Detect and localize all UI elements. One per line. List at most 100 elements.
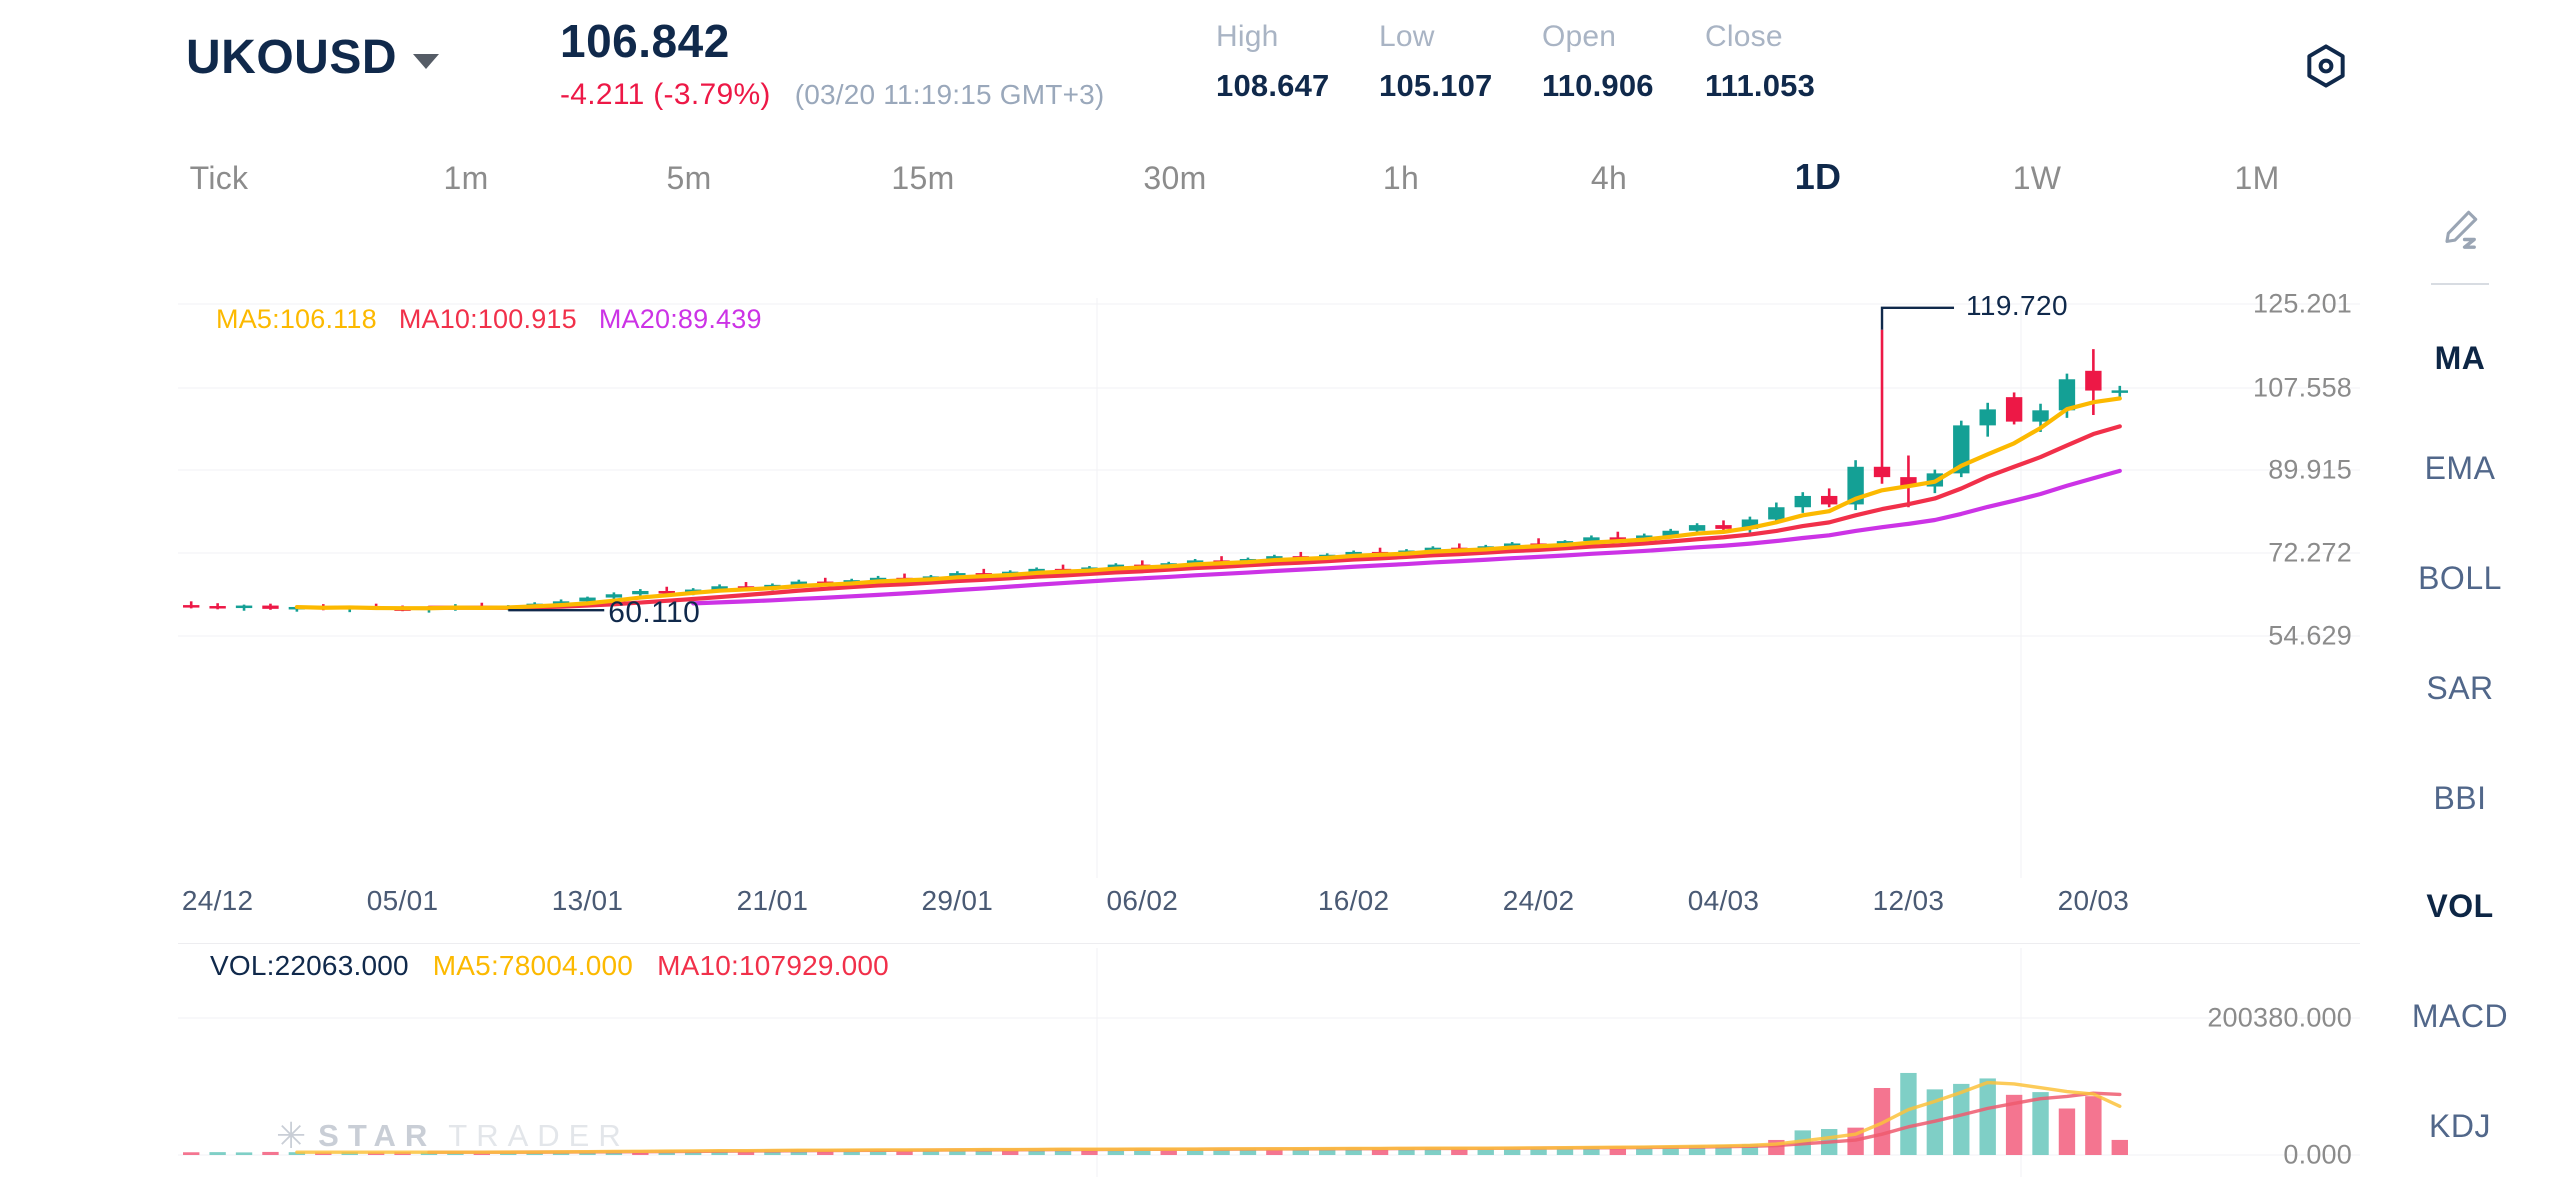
volume-bar [1662,1146,1679,1155]
candle-body [869,577,887,581]
candle-body [235,605,253,609]
volume-bar [1239,1148,1257,1155]
candle-body [1424,547,1442,551]
candle-body [1847,466,1864,505]
volume-axis-tick: 200380.000 [2207,1002,2352,1033]
timeframe-1h[interactable]: 1h [1382,160,1420,196]
price-axis-tick: 125.201 [2253,288,2352,319]
indicator-kdj[interactable]: KDJ [2429,1108,2491,1144]
candle-body [209,606,226,609]
stat-low: Low 105.107 [1379,20,1542,104]
volume-bar [1979,1078,1996,1155]
candle-body [552,601,570,604]
timeframe-1w[interactable]: 1W [2012,160,2062,196]
volume-bar [183,1152,200,1155]
timeframe-1m[interactable]: 1M [2234,160,2280,196]
volume-bar [2111,1139,2128,1155]
date-axis-tick: 29/01 [921,885,994,916]
volume-bar [2058,1108,2076,1155]
volume-bar [1636,1146,1653,1155]
indicator-vol[interactable]: VOL [2426,888,2494,924]
timeframe-30m[interactable]: 30m [1143,160,1207,196]
price-chart[interactable]: 125.201 107.558 89.915 72.272 54.629 119.720 6… [0,289,2360,1154]
date-axis-tick: 04/03 [1687,885,1760,916]
volume-chart-canvas [178,948,2360,1177]
date-axis: 24/12 05/01 13/01 21/01 29/01 06/02 16/02 24/02… [0,885,2360,943]
candle-body [1979,409,1996,426]
date-axis-tick: 06/02 [1106,885,1179,916]
volume-bar [1107,1149,1125,1155]
indicator-sar[interactable]: SAR [2426,670,2494,706]
volume-axis-tick: 0.000 [2283,1139,2352,1170]
stat-close-label: Close [1705,20,1783,53]
price-change: -4.211 (-3.79%) [560,78,771,111]
candle-body [1820,495,1838,505]
volume-ma-line [295,1080,2122,1154]
volume-bar [949,1149,966,1155]
candle-body [2111,390,2128,393]
volume-bar [1688,1145,1706,1155]
candle-body [1186,560,1204,564]
timeframe-1m[interactable]: 1m [443,160,489,196]
indicator-bbi[interactable]: BBI [2433,780,2487,816]
symbol-name: UKOUSD [186,31,398,84]
hex-target-icon[interactable] [2300,40,2352,92]
ohlc-stats: High 108.647 Low 105.107 Open 110.906 Cl… [1216,20,1868,104]
date-axis-tick: 20/03 [2057,885,2130,916]
volume-bar [869,1149,887,1155]
pen-edit-icon[interactable] [2437,205,2483,256]
stat-open-label: Open [1542,20,1617,53]
candle-body [183,605,200,608]
price-axis-tick: 107.558 [2253,372,2352,403]
volume-bar [262,1151,279,1155]
volume-bar [1583,1146,1600,1155]
price-axis-tick: 72.272 [2268,537,2352,568]
indicator-ema[interactable]: EMA [2424,450,2496,486]
timeframe-tick[interactable]: Tick [189,160,249,196]
timeframe-5m[interactable]: 5m [666,160,712,196]
candle-body [658,590,675,594]
volume-bar [1160,1149,1177,1155]
stat-high-value: 108.647 [1216,68,1330,103]
volume-bar [1900,1072,1917,1155]
volume-bar [1503,1147,1521,1155]
volume-bar [1556,1147,1574,1155]
volume-bar [1424,1147,1442,1155]
indicator-ma[interactable]: MA [2434,340,2486,376]
volume-ma-line [427,1091,2122,1154]
volume-chart[interactable]: 200380.000 0.000 VOL:22063.000 MA5:78004.… [0,948,2360,1177]
volume-bar [1609,1147,1627,1155]
candle-body [1662,530,1679,536]
date-axis-tick: 16/02 [1317,885,1390,916]
candle-body [1715,525,1732,529]
indicator-boll[interactable]: BOLL [2418,560,2502,596]
symbol-selector[interactable]: UKOUSD [186,30,440,85]
chart-header: UKOUSD 106.842 -4.211 (-3.79%) (03/20 11… [0,0,2560,152]
candle-body [1609,537,1627,540]
volume-bar [1186,1148,1204,1155]
candle-body [1741,519,1759,529]
candle-body [1688,525,1706,531]
caret-down-icon[interactable] [413,54,440,69]
price-chart-canvas [178,298,2360,878]
timeframe-15m[interactable]: 15m [891,160,955,196]
vol-legend-value: VOL:22063.000 [210,950,409,981]
volume-bar [1398,1148,1415,1155]
volume-bar [1054,1148,1072,1155]
candle-body [1873,466,1891,478]
price-axis-tick: 89.915 [2268,454,2352,485]
date-axis-tick: 21/01 [736,885,809,916]
volume-bar [1319,1148,1336,1155]
stat-high-label: High [1216,20,1279,53]
timeframe-4h[interactable]: 4h [1590,160,1628,196]
axis-separator [178,943,2360,944]
volume-bar [209,1152,226,1155]
date-axis-tick: 24/02 [1502,885,1575,916]
indicator-macd[interactable]: MACD [2411,998,2509,1034]
candle-body [790,581,808,585]
timeframe-1d[interactable]: 1D [1794,156,1842,197]
volume-bar [1741,1144,1759,1155]
volume-bar [790,1149,808,1155]
volume-bar [817,1150,834,1155]
